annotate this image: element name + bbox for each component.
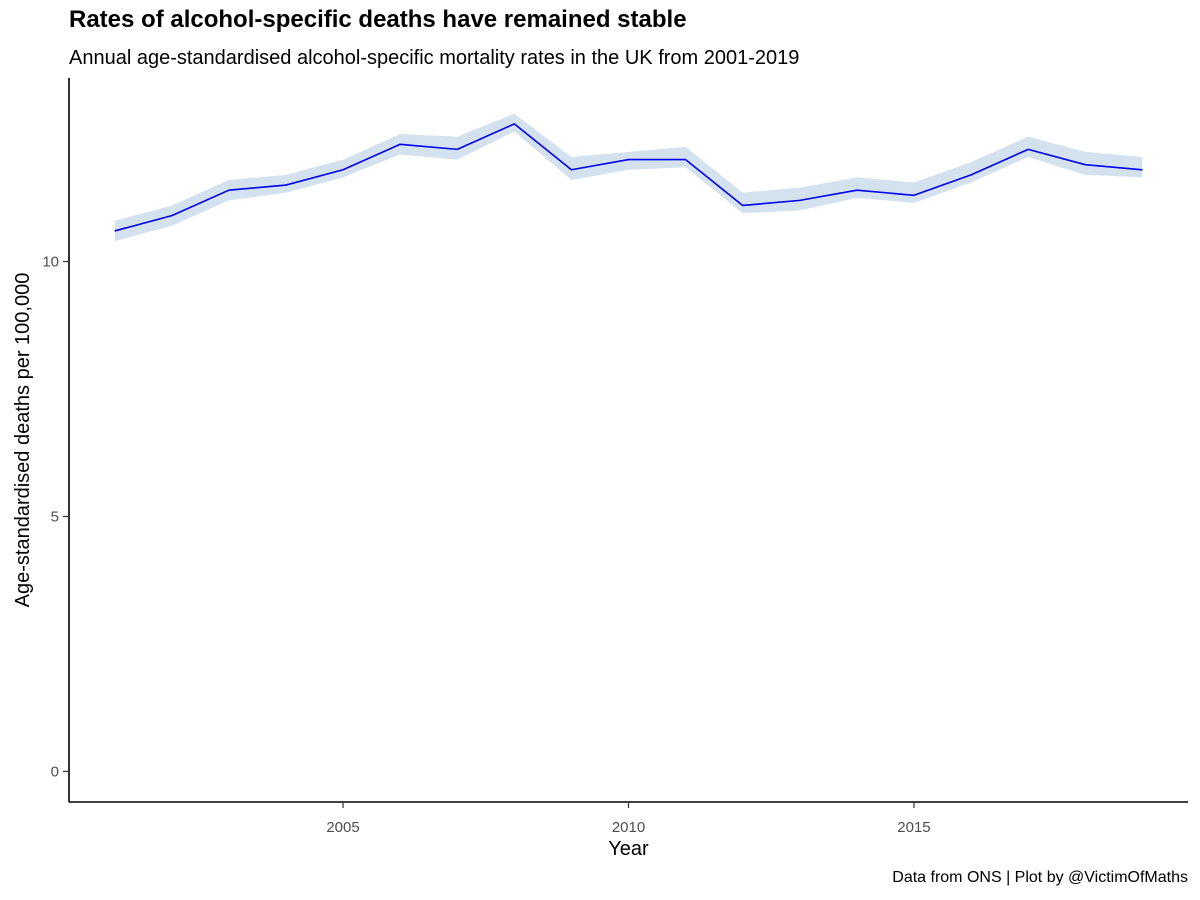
x-tick-label: 2005 — [326, 819, 359, 836]
chart-title: Rates of alcohol-specific deaths have re… — [69, 6, 687, 33]
confidence-band-layer — [114, 113, 1143, 242]
x-tick-label: 2015 — [897, 819, 930, 836]
y-tick-label: 0 — [51, 763, 59, 780]
y-tick-label: 10 — [42, 254, 59, 271]
x-ticks: 2005 2010 2015 — [326, 802, 931, 836]
x-axis-title: Year — [608, 838, 649, 860]
series-line — [114, 123, 1143, 232]
chart-subtitle: Annual age-standardised alcohol-specific… — [69, 47, 800, 69]
confidence-band — [114, 113, 1143, 242]
y-tick-label: 5 — [51, 508, 59, 525]
chart-caption: Data from ONS | Plot by @VictimOfMaths — [892, 869, 1188, 886]
y-ticks: 0 5 10 — [42, 254, 69, 780]
series-line-layer — [114, 123, 1143, 232]
x-tick-label: 2010 — [612, 819, 645, 836]
y-axis-title: Age-standardised deaths per 100,000 — [12, 273, 34, 608]
